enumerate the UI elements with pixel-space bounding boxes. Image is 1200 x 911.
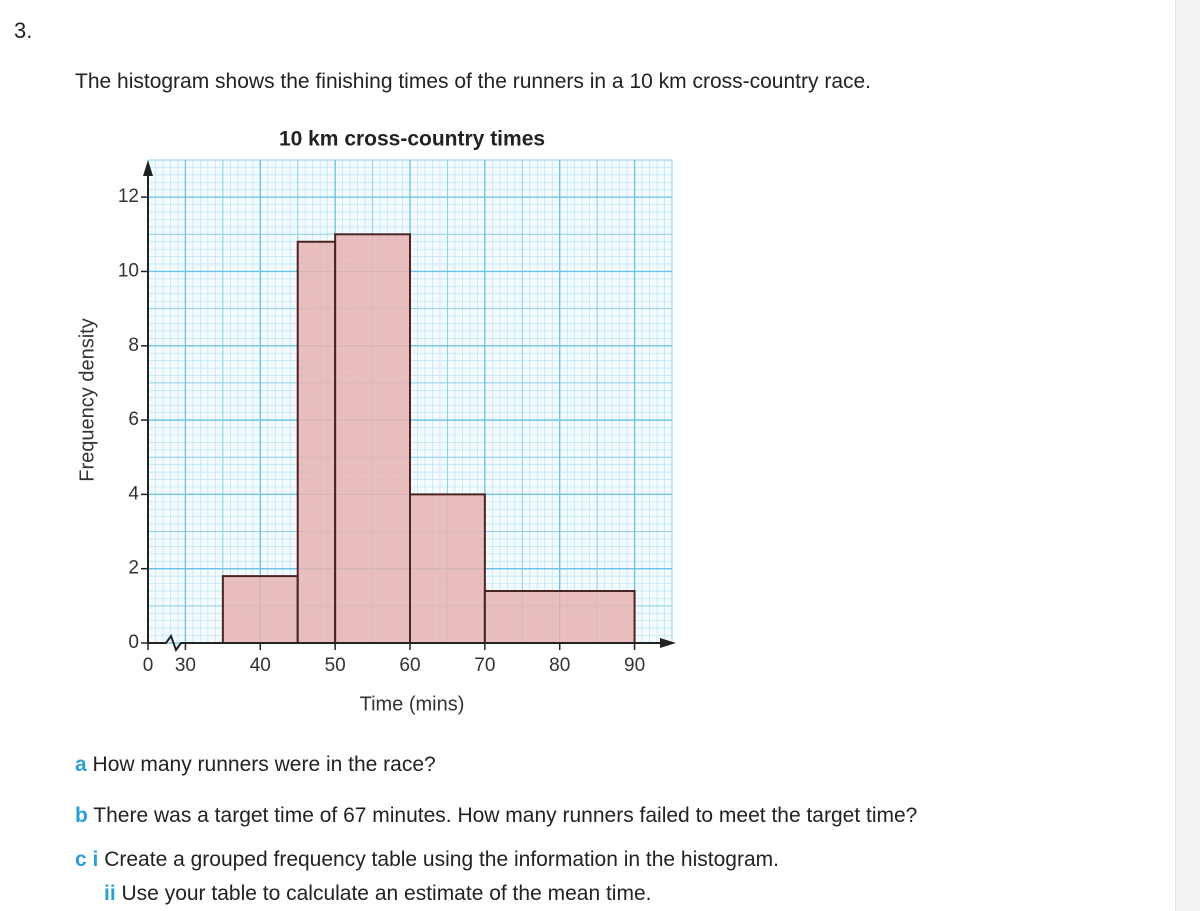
intro: The histogram shows the finishing times …: [75, 70, 872, 93]
scrollbar-track: [1175, 0, 1200, 911]
question: b There was a target time of 67 minutes.…: [75, 804, 917, 828]
chart: 10 km cross-country times Time (mins) Fr…: [76, 128, 676, 715]
axes: [143, 160, 676, 653]
x-tick-label: 90: [624, 655, 645, 676]
question: c i Create a grouped frequency table usi…: [75, 848, 779, 872]
chart-title: 10 km cross-country times: [279, 128, 545, 151]
part-label: ii: [104, 882, 116, 905]
question: a How many runners were in the race?: [75, 753, 436, 777]
y-tick-label: 12: [118, 186, 139, 207]
x-tick-label: 30: [175, 655, 196, 676]
x-axis-label: Time (mins): [360, 693, 465, 715]
y-tick-label: 8: [128, 335, 139, 356]
x-tick-label: 0: [143, 655, 154, 676]
question-label: a: [75, 753, 87, 776]
y-tick-label: 4: [128, 483, 139, 504]
y-tick-label: 0: [128, 632, 139, 653]
x-tick-label: 80: [549, 655, 570, 676]
x-tick-label: 50: [325, 655, 346, 676]
bar: [221, 575, 299, 644]
x-tick-label: 70: [474, 655, 495, 676]
x-tick-label: 60: [399, 655, 420, 676]
part-text: Use your table to calculate an estimate …: [121, 882, 652, 905]
y-axis-label: Frequency density: [76, 318, 98, 481]
bar: [334, 233, 411, 645]
y-tick-label: 10: [118, 260, 139, 281]
question-part: ii Use your table to calculate an estima…: [104, 882, 651, 906]
bar: [296, 240, 337, 644]
bar: [483, 589, 636, 645]
y-tick-label: 6: [128, 409, 139, 430]
question-number: 3.: [14, 18, 33, 43]
bar: [409, 493, 486, 644]
part-text: Create a grouped frequency table using t…: [104, 848, 779, 871]
question-label: b: [75, 804, 88, 827]
ticks: 0 2 4 6 8 10 12 0 30 40 50 60 70 80 90: [118, 186, 645, 676]
x-arrow: [660, 638, 676, 648]
x-axis-break: [148, 633, 668, 653]
bars: [221, 233, 636, 645]
question-label: c: [75, 848, 87, 871]
y-tick-label: 2: [128, 558, 139, 579]
question-text: There was a target time of 67 minutes. H…: [93, 804, 918, 827]
question-text: How many runners were in the race?: [92, 753, 436, 776]
y-arrow: [143, 160, 153, 176]
x-tick-label: 40: [250, 655, 271, 676]
part-label: i: [92, 848, 99, 871]
